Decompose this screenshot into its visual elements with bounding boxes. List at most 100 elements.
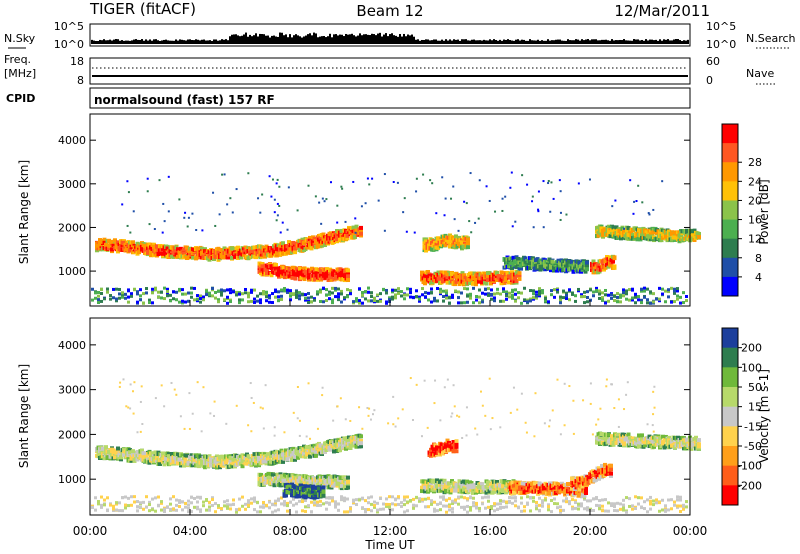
scatter-cell [544,296,547,300]
scatter-cell [262,502,265,506]
scatter-cell [604,293,607,297]
noise-cell [273,198,276,201]
echo-cell [348,443,353,448]
echo-cell [311,239,315,244]
scatter-cell [298,297,301,301]
noise-cell [132,210,135,213]
nsky-bar [589,40,591,44]
scatter-cell [430,502,433,506]
echo-cell [283,275,287,280]
scatter-cell [364,510,367,514]
scatter-cell [529,509,532,513]
noise-cell [271,178,274,181]
scatter-cell [100,299,103,303]
scatter-cell [241,504,244,508]
scatter-cell [403,293,406,297]
nsky-bar [381,36,383,44]
scatter-cell [391,290,394,294]
nsky-bar [195,39,197,44]
scatter-cell [394,296,397,300]
scatter-cell [604,498,607,502]
noise-cell [360,205,363,208]
scatter-cell [250,290,253,294]
scatter-cell [391,288,394,292]
nsky-bar [305,35,307,44]
echo-cell [612,255,617,260]
scatter-cell [358,498,361,502]
noise-cell [514,220,517,223]
echo-cell [281,241,285,246]
scatter-cell [667,508,670,512]
scatter-cell [589,499,592,503]
nsky-bar [211,40,213,44]
scatter-cell [568,500,571,504]
echo-cell [641,232,646,237]
scatter-cell [598,292,601,296]
scatter-cell [622,506,625,510]
scatter-cell [484,506,487,510]
noise-cell [549,210,552,213]
scatter-cell [493,299,496,303]
scatter-cell [430,291,433,295]
nsky-bar [665,39,667,44]
noise-cell [532,226,535,229]
scatter-cell [490,297,493,301]
scatter-cell [220,507,223,511]
scatter-cell [685,294,688,298]
echo-cell [683,232,688,237]
scatter-cell [292,503,295,507]
scatter-cell [547,508,550,512]
scatter-cell [433,296,436,300]
noise-cell [435,212,438,215]
scatter-cell [562,289,565,293]
scatter-cell [385,288,388,292]
scatter-cell [370,291,373,295]
scatter-cell [103,503,106,507]
echo-cell [177,457,182,462]
scatter-cell [169,507,172,511]
nsky-bar [251,36,253,44]
nsky-bar [325,37,327,44]
scatter-cell [361,506,364,510]
scatter-cell [652,503,655,507]
scatter-cell [508,291,511,295]
echo-cell [128,448,132,453]
echo-cell [252,454,257,459]
scatter-cell [304,293,307,297]
scatter-cell [262,505,265,509]
scatter-cell [223,500,226,504]
scatter-cell [475,295,478,299]
scatter-cell [130,503,133,507]
echo-cell [466,239,470,244]
noise-cell [231,211,234,214]
scatter-cell [157,290,160,294]
nsky-bar [561,40,563,44]
scatter-cell [148,500,151,504]
velocity-heatmap [91,377,701,514]
echo-cell [659,238,664,243]
echo-cell [155,456,159,461]
scatter-cell [538,287,541,291]
nsky-bar [267,35,269,44]
echo-cell [445,280,450,285]
scatter-cell [241,298,244,302]
scatter-cell [655,498,658,502]
scatter-cell [175,508,178,512]
scatter-cell [235,508,238,512]
nsky-bar [243,34,245,44]
scatter-cell [559,301,562,305]
scatter-cell [352,300,355,304]
scatter-cell [514,499,517,503]
nsky-bar [303,36,305,44]
nsky-bar [141,39,143,44]
scatter-cell [277,299,280,303]
scatter-cell [499,499,502,503]
nsky-bar [667,39,669,44]
scatter-cell [514,292,517,296]
noise-cell [276,202,279,205]
noise-cell [547,182,550,185]
echo-cell [306,452,311,457]
nsky-bar [467,40,469,44]
scatter-cell [352,499,355,503]
scatter-cell [118,501,121,505]
